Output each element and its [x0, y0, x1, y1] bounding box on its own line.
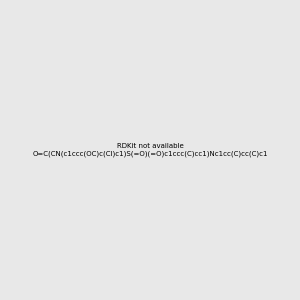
Text: RDKit not available
O=C(CN(c1ccc(OC)c(Cl)c1)S(=O)(=O)c1ccc(C)cc1)Nc1cc(C)cc(C)c1: RDKit not available O=C(CN(c1ccc(OC)c(Cl… [32, 143, 268, 157]
